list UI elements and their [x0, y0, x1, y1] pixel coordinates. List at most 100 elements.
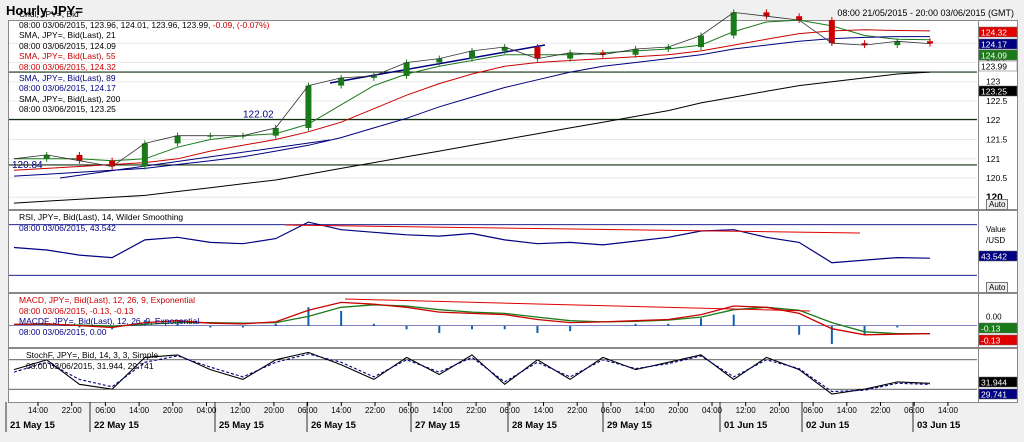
price-axis-tick: 122.5 — [986, 96, 1008, 106]
macd-signal-line — [14, 304, 930, 335]
time-axis-hour-label: 14:00 — [533, 406, 554, 415]
time-axis-hour-label: 20:00 — [668, 406, 689, 415]
time-axis-hour-label: 14:00 — [837, 406, 858, 415]
price-legend-line: SMA, JPY=, Bid(Last), 21 — [19, 30, 116, 41]
level-label-122-02: 122.02 — [243, 109, 274, 120]
candle-body — [141, 143, 148, 167]
price-legend-line: 08:00 03/06/2015, 123.96, 124.01, 123.96… — [19, 20, 270, 31]
candle-body — [665, 47, 672, 49]
time-axis-hour-label: 22:00 — [870, 406, 891, 415]
rsi-legend-line: 08:00 03/06/2015, 43.542 — [19, 222, 116, 233]
macd-legend-line: MACD, JPY=, Bid(Last), 12, 26, 9, Expone… — [19, 295, 195, 305]
time-axis-hour-label: 06:00 — [399, 406, 420, 415]
candle-body — [240, 135, 246, 137]
macd-value-tag-bg — [978, 322, 1018, 334]
stoch-d-line — [13, 353, 931, 393]
time-axis-day-label: 27 May 15 — [415, 420, 461, 431]
candle-body — [305, 85, 312, 128]
price-legend-line: SMA, JPY=, Bid(Last), 200 — [19, 93, 121, 104]
time-axis-hour-label: 06:00 — [601, 406, 622, 415]
candle-body — [534, 47, 541, 59]
rsi-legend-line: RSI, JPY=, Bid(Last), 14, Wilder Smoothi… — [19, 212, 184, 222]
candle-body — [436, 58, 443, 63]
rsi-line — [13, 221, 931, 264]
rsi-legend: RSI, JPY=, Bid(Last), 14, Wilder Smoothi… — [19, 212, 183, 233]
price-close-line — [13, 11, 931, 167]
candle-body — [927, 41, 933, 44]
rsi-axis-unit: /USD — [986, 236, 1005, 245]
time-axis-hour-label: 14:00 — [129, 406, 150, 415]
stoch-legend-line: 08:00 03/06/2015, 31.944, 29.741 — [26, 360, 154, 371]
time-axis-hour-label: 22:00 — [466, 406, 487, 415]
chart-title: Hourly JPY= — [6, 3, 83, 18]
date-range: 08:00 21/05/2015 - 20:00 03/06/2015 (GMT… — [837, 8, 1014, 18]
time-axis-hour-label: 14:00 — [635, 406, 656, 415]
time-axis-day-label: 29 May 15 — [607, 420, 653, 431]
time-axis-hour-label: 20:00 — [264, 406, 285, 415]
time-axis-day-label: 25 May 15 — [219, 420, 265, 431]
macd-value-tag: -0.13 — [981, 324, 1001, 334]
time-axis-hour-label: 04:00 — [702, 406, 723, 415]
stoch-k-line — [13, 351, 931, 395]
candle-body — [469, 50, 475, 59]
price-axis-tick: 123 — [986, 77, 1000, 87]
candle-body — [207, 135, 214, 137]
price-value-tag: 124.17 — [981, 40, 1007, 50]
candle-body — [730, 12, 737, 36]
rsi-axis-value: Value — [986, 225, 1006, 234]
time-axis-hour-label: 12:00 — [736, 406, 757, 415]
price-value-tag: 124.09 — [981, 51, 1007, 61]
macd-legend-line: MACDF, JPY=, Bid(Last), 12, 26, 9, Expon… — [19, 316, 200, 327]
price-axis-tick: 120 — [986, 192, 1003, 203]
candle-body — [174, 135, 181, 144]
candle-body — [763, 12, 770, 17]
price-legend-line: 08:00 03/06/2015, 124.32 — [19, 61, 116, 72]
stoch-k-value-tag: 31.944 — [981, 378, 1007, 388]
macd-legend: MACD, JPY=, Bid(Last), 12, 26, 9, Expone… — [19, 295, 199, 337]
time-axis-hour-label: 14:00 — [28, 406, 49, 415]
stoch-legend: StochF, JPY=, Bid, 14, 3, 3, Simple 08:00… — [26, 350, 158, 371]
candle-body — [632, 48, 639, 55]
rsi-pane[interactable] — [8, 210, 979, 293]
price-legend-line: SMA, JPY=, Bid(Last), 89 — [19, 72, 116, 83]
price-legend: Cndl, JPY=, Bid 08:00 03/06/2015, 123.96,… — [19, 9, 270, 115]
trend-line-lower — [59, 139, 331, 179]
candle-body — [501, 47, 508, 51]
price-auto-button[interactable]: Auto — [986, 199, 1009, 210]
time-axis-hour-label: 14:00 — [331, 406, 352, 415]
candle-body — [109, 160, 116, 167]
price-axis-tick: 120.5 — [986, 173, 1008, 183]
time-axis-day-label: 26 May 15 — [311, 420, 357, 431]
sma-line-3 — [13, 71, 931, 204]
price-legend-text: 08:00 03/06/2015, 123.96, 124.01, 123.96… — [19, 19, 213, 30]
candle-body — [828, 20, 835, 44]
rsi-auto-button[interactable]: Auto — [986, 282, 1009, 293]
macd-signal-value-tag: -0.13 — [981, 336, 1001, 346]
price-axis-tick: 121.5 — [986, 135, 1008, 145]
time-axis-day-label: 01 Jun 15 — [724, 420, 768, 431]
price-legend-line: 08:00 03/06/2015, 123.25 — [19, 104, 116, 115]
candle-body — [403, 62, 410, 76]
sma-line-2 — [13, 36, 930, 177]
time-axis-hour-label: 06:00 — [904, 406, 925, 415]
candle-body — [272, 127, 279, 136]
time-axis-hour-label: 12:00 — [230, 406, 251, 415]
time-axis-day-label: 02 Jun 15 — [806, 420, 850, 431]
macd-trend-line — [344, 298, 811, 312]
time-axis-hour-label: 20:00 — [769, 406, 790, 415]
stoch-d-value-tag: 29.741 — [981, 390, 1007, 400]
candle-body — [894, 41, 901, 46]
price-value-tag-bg — [978, 38, 1018, 50]
macd-signal-value-tag-bg — [978, 334, 1018, 346]
candle-body — [698, 35, 704, 48]
sma-line-1 — [13, 29, 931, 171]
candle-body — [43, 154, 50, 159]
price-value-tag-bg — [978, 85, 1018, 97]
price-legend-line: Cndl, JPY=, Bid — [19, 9, 79, 19]
stoch-legend-line: StochF, JPY=, Bid, 14, 3, 3, Simple — [26, 350, 159, 360]
time-axis-hour-label: 06:00 — [95, 406, 116, 415]
time-axis-hour-label: 20:00 — [163, 406, 184, 415]
price-value-tag: 123.99 — [981, 62, 1007, 72]
